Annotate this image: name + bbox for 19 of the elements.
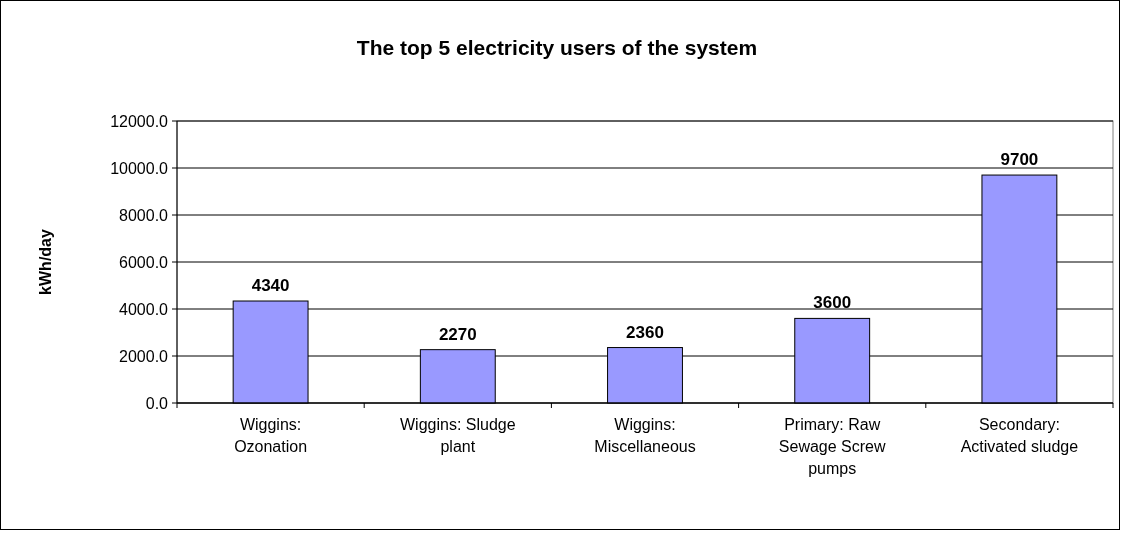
- x-tick-label: Primary: Raw Sewage Screw pumps: [778, 416, 886, 477]
- chart-title: The top 5 electricity users of the system: [356, 36, 758, 59]
- data-label: 2360: [626, 322, 664, 342]
- y-tick-label: 10000.0: [110, 159, 169, 177]
- x-tick-label: Secondary: Activated sludge: [960, 416, 1079, 455]
- data-label: 2270: [438, 324, 477, 344]
- y-axis-title: kWh/day: [37, 229, 54, 295]
- y-tick-label: 4000.0: [119, 300, 169, 318]
- x-tick-label: Wiggins: Ozonation: [234, 416, 308, 455]
- y-tick-label: 6000.0: [119, 253, 169, 271]
- y-tick-label: 0.0: [145, 394, 169, 412]
- x-tick-label: Wiggins: Sludge plant: [399, 416, 516, 455]
- y-tick-label: 8000.0: [119, 206, 169, 224]
- data-label: 4340: [251, 276, 290, 296]
- data-label: 3600: [813, 293, 852, 313]
- y-tick-label: 2000.0: [119, 347, 169, 365]
- data-label: 9700: [1000, 150, 1039, 170]
- y-tick-label: 12000.0: [110, 112, 169, 130]
- x-tick-label: Wiggins: Miscellaneous: [594, 416, 696, 455]
